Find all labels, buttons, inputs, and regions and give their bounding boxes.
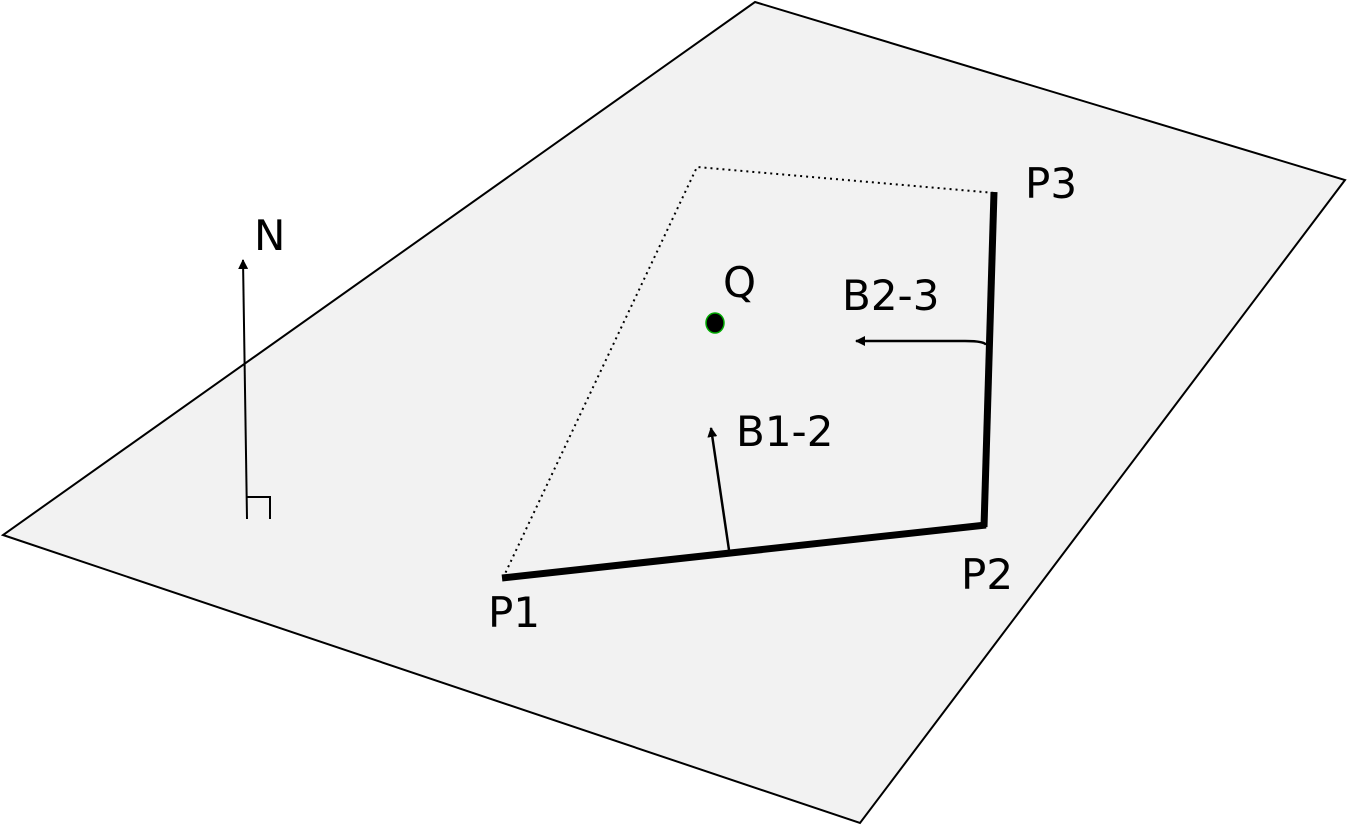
- b1-2-label: B1-2: [736, 407, 833, 456]
- boundary-edge-p2-p3: [980, 191, 998, 528]
- query-point-label: Q: [723, 258, 756, 307]
- p3-label: P3: [1025, 159, 1077, 208]
- north-arrow-icon: [238, 259, 249, 520]
- normal-arrow-b1-2: [707, 427, 731, 551]
- boundary-edge-p1-p2: [501, 521, 987, 582]
- north-indicator: N: [238, 211, 285, 520]
- query-point: [705, 312, 725, 334]
- region-dotted-edge: [502, 165, 996, 579]
- right-angle-icon: [247, 496, 271, 519]
- p2-label: P2: [961, 550, 1013, 599]
- north-label: N: [254, 211, 285, 260]
- b2-3-label: B2-3: [842, 271, 939, 320]
- normal-arrow-b2-3: [855, 336, 988, 346]
- p1-label: P1: [488, 588, 540, 637]
